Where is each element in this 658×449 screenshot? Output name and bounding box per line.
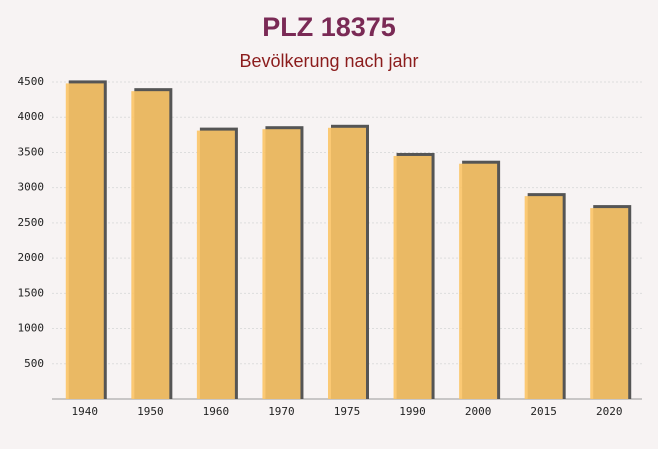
- bar: [524, 196, 563, 399]
- x-tick-label: 2000: [465, 405, 492, 418]
- y-tick-label: 2500: [18, 216, 45, 229]
- x-tick-label: 2020: [596, 405, 623, 418]
- chart-subtitle: Bevölkerung nach jahr: [239, 51, 418, 71]
- y-tick-label: 1500: [18, 286, 45, 299]
- x-tick-label: 1970: [268, 405, 295, 418]
- y-tick-label: 2000: [18, 251, 45, 264]
- bar: [459, 163, 498, 399]
- chart-title: PLZ 18375: [262, 12, 396, 42]
- bar: [393, 155, 432, 399]
- bar: [131, 91, 170, 399]
- x-tick-label: 1975: [334, 405, 361, 418]
- x-tick-label: 1950: [137, 405, 164, 418]
- bar: [65, 83, 104, 400]
- y-tick-label: 4000: [18, 110, 45, 123]
- bar: [590, 208, 629, 399]
- y-tick-label: 1000: [18, 322, 45, 335]
- bar: [262, 129, 301, 399]
- y-tick-label: 3000: [18, 181, 45, 194]
- x-tick-label: 1940: [72, 405, 99, 418]
- y-tick-label: 4500: [18, 75, 45, 88]
- y-tick-label: 3500: [18, 145, 45, 158]
- bar: [328, 127, 366, 400]
- y-tick-label: 500: [24, 357, 44, 370]
- x-tick-label: 1990: [399, 405, 426, 418]
- x-tick-label: 2015: [530, 405, 557, 418]
- bar: [196, 130, 235, 399]
- x-tick-label: 1960: [203, 405, 230, 418]
